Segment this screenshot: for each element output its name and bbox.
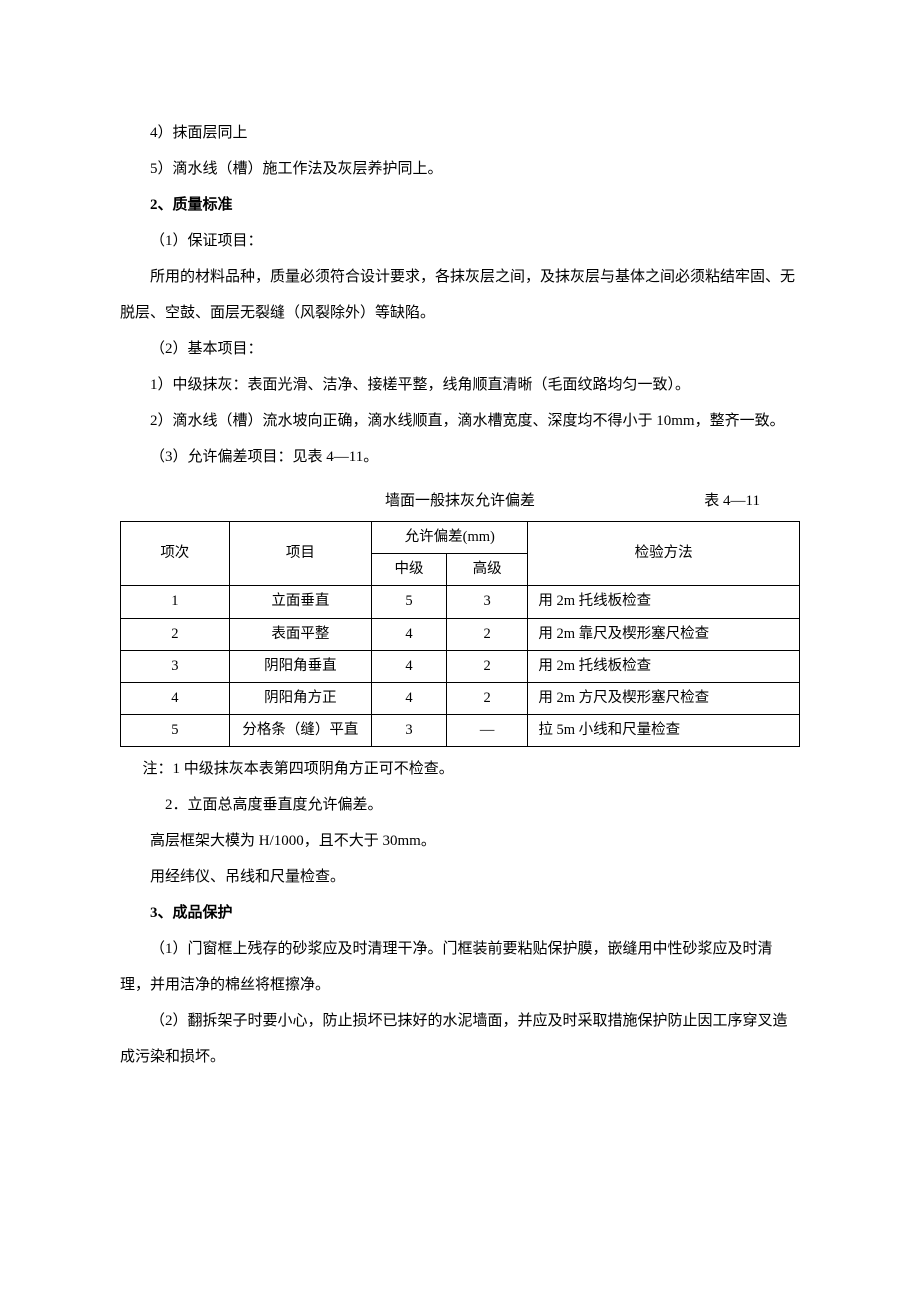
paragraph-protection-2: （2）翻拆架子时要小心，防止损坏已抹好的水泥墙面，并应及时采取措施保护防止因工序…: [120, 1003, 800, 1075]
cell-mid: 5: [372, 586, 447, 618]
heading-quality-standard: 2、质量标准: [120, 187, 800, 223]
cell-seq: 1: [121, 586, 230, 618]
cell-high: 2: [446, 650, 527, 682]
th-mid: 中级: [372, 554, 447, 586]
cell-method: 用 2m 方尺及楔形塞尺检查: [528, 682, 800, 714]
cell-item: 分格条（缝）平直: [229, 715, 372, 747]
th-method: 检验方法: [528, 522, 800, 586]
table-note-3: 高层框架大模为 H/1000，且不大于 30mm。: [120, 823, 800, 859]
table-title: 墙面一般抹灰允许偏差: [385, 483, 535, 519]
table-row: 5 分格条（缝）平直 3 — 拉 5m 小线和尺量检查: [121, 715, 800, 747]
table-title-row: 墙面一般抹灰允许偏差 表 4—11: [120, 483, 800, 519]
table-note-1: 注：1 中级抹灰本表第四项阴角方正可不检查。: [120, 751, 800, 787]
table-header-row-1: 项次 项目 允许偏差(mm) 检验方法: [121, 522, 800, 554]
cell-seq: 3: [121, 650, 230, 682]
paragraph-guarantee-content: 所用的材料品种，质量必须符合设计要求，各抹灰层之间，及抹灰层与基体之间必须粘结牢…: [120, 259, 800, 331]
th-seq: 项次: [121, 522, 230, 586]
heading-product-protection: 3、成品保护: [120, 895, 800, 931]
cell-method: 用 2m 靠尺及楔形塞尺检查: [528, 618, 800, 650]
cell-method: 用 2m 托线板检查: [528, 586, 800, 618]
cell-method: 用 2m 托线板检查: [528, 650, 800, 682]
cell-seq: 2: [121, 618, 230, 650]
table-note-2: 2．立面总高度垂直度允许偏差。: [120, 787, 800, 823]
cell-high: 2: [446, 618, 527, 650]
table-row: 1 立面垂直 5 3 用 2m 托线板检查: [121, 586, 800, 618]
paragraph-basic-item-1: 1）中级抹灰：表面光滑、洁净、接槎平整，线角顺直清晰（毛面纹路均匀一致）。: [120, 367, 800, 403]
paragraph-basic-heading: （2）基本项目：: [120, 331, 800, 367]
th-deviation: 允许偏差(mm): [372, 522, 528, 554]
cell-high: 2: [446, 682, 527, 714]
table-row: 4 阴阳角方正 4 2 用 2m 方尺及楔形塞尺检查: [121, 682, 800, 714]
cell-high: 3: [446, 586, 527, 618]
th-high: 高级: [446, 554, 527, 586]
paragraph-item-4: 4）抹面层同上: [120, 115, 800, 151]
cell-mid: 4: [372, 618, 447, 650]
table-row: 3 阴阳角垂直 4 2 用 2m 托线板检查: [121, 650, 800, 682]
cell-item: 表面平整: [229, 618, 372, 650]
cell-mid: 4: [372, 650, 447, 682]
cell-mid: 4: [372, 682, 447, 714]
paragraph-guarantee-heading: （1）保证项目：: [120, 223, 800, 259]
table-label: 表 4—11: [704, 483, 760, 519]
cell-high: —: [446, 715, 527, 747]
deviation-table: 项次 项目 允许偏差(mm) 检验方法 中级 高级 1 立面垂直 5 3 用 2…: [120, 521, 800, 747]
cell-method: 拉 5m 小线和尺量检查: [528, 715, 800, 747]
cell-item: 阴阳角方正: [229, 682, 372, 714]
paragraph-basic-item-2: 2）滴水线（槽）流水坡向正确，滴水线顺直，滴水槽宽度、深度均不得小于 10mm，…: [120, 403, 800, 439]
cell-seq: 4: [121, 682, 230, 714]
table-note-4: 用经纬仪、吊线和尺量检查。: [120, 859, 800, 895]
cell-seq: 5: [121, 715, 230, 747]
paragraph-deviation-heading: （3）允许偏差项目：见表 4—11。: [120, 439, 800, 475]
paragraph-item-5: 5）滴水线（槽）施工作法及灰层养护同上。: [120, 151, 800, 187]
cell-item: 阴阳角垂直: [229, 650, 372, 682]
th-item: 项目: [229, 522, 372, 586]
paragraph-protection-1: （1）门窗框上残存的砂浆应及时清理干净。门框装前要粘贴保护膜，嵌缝用中性砂浆应及…: [120, 931, 800, 1003]
cell-item: 立面垂直: [229, 586, 372, 618]
cell-mid: 3: [372, 715, 447, 747]
table-row: 2 表面平整 4 2 用 2m 靠尺及楔形塞尺检查: [121, 618, 800, 650]
